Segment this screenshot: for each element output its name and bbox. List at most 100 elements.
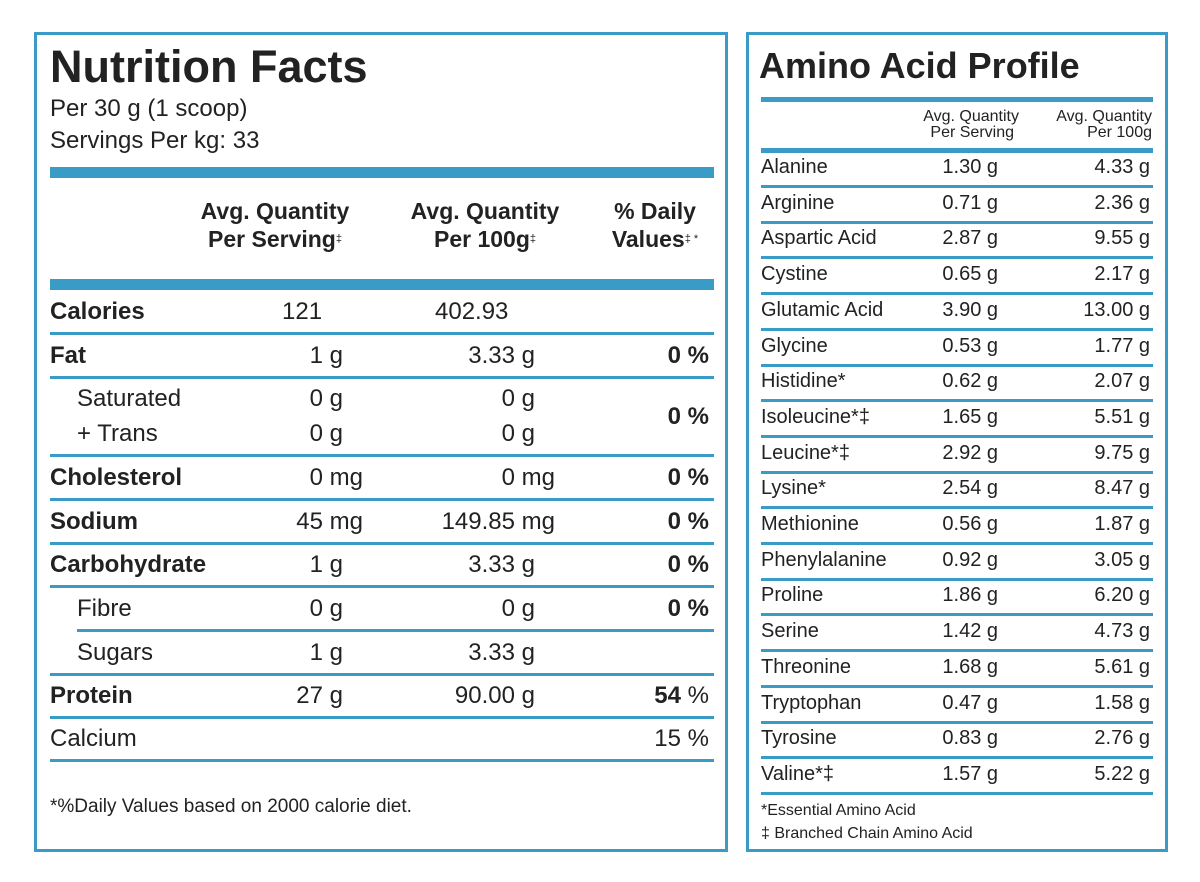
amino-serving: 1.65 g bbox=[942, 405, 998, 428]
nutrient-name: Calcium bbox=[50, 725, 137, 752]
amino-name: Isoleucine*‡ bbox=[761, 405, 870, 428]
nutrient-serving: 27 g bbox=[296, 682, 343, 709]
amino-per100: 6.20 g bbox=[1094, 584, 1150, 607]
nutrient-daily-value: 54 % bbox=[654, 682, 709, 709]
row-divider bbox=[50, 454, 714, 457]
amino-header-per-100g: Avg. Quantity Per 100g bbox=[1056, 108, 1152, 141]
nutrient-name: Protein bbox=[50, 682, 133, 709]
amino-name: Alanine bbox=[761, 156, 828, 178]
nutrient-name: Sugars bbox=[77, 639, 154, 666]
amino-row-divider bbox=[761, 756, 1153, 760]
amino-per100: 13.00 g bbox=[1083, 298, 1150, 321]
nutrient-daily-value: 0 % bbox=[667, 595, 709, 622]
amino-name: Aspartic Acid bbox=[761, 227, 877, 250]
nutrient-name: Carbohydrate bbox=[50, 551, 207, 578]
header-per-100g: Avg. Quantity Per 100g‡ bbox=[410, 198, 560, 252]
nutrient-per100: 0 g bbox=[501, 385, 535, 412]
row-divider bbox=[50, 376, 714, 379]
amino-row-divider bbox=[761, 791, 1153, 795]
amino-row-divider bbox=[761, 506, 1153, 510]
amino-name: Glutamic Acid bbox=[761, 298, 884, 321]
nutrient-serving: 0 g bbox=[309, 385, 343, 412]
nutrient-serving: 0 g bbox=[309, 420, 343, 447]
row-divider bbox=[50, 585, 714, 588]
amino-row-divider bbox=[761, 542, 1153, 545]
amino-serving: 0.71 g bbox=[942, 191, 998, 214]
nutrient-name: Sodium bbox=[50, 508, 138, 535]
essential-footnote: *Essential Amino Acid bbox=[761, 802, 916, 819]
amino-serving: 1.68 g bbox=[942, 655, 998, 678]
amino-serving: 0.83 g bbox=[942, 727, 998, 750]
amino-per100: 8.47 g bbox=[1094, 477, 1150, 500]
amino-row-divider bbox=[761, 684, 1153, 688]
nutrient-name: Saturated bbox=[77, 385, 182, 412]
row-divider bbox=[50, 498, 714, 501]
amino-per100: 3.05 g bbox=[1094, 548, 1150, 571]
amino-row-divider bbox=[761, 185, 1153, 188]
amino-row-divider bbox=[761, 327, 1153, 331]
amino-serving: 3.90 g bbox=[942, 298, 998, 321]
amino-serving: 0.65 g bbox=[942, 263, 998, 286]
amino-serving: 1.30 g bbox=[942, 156, 998, 178]
amino-per100: 2.07 g bbox=[1094, 370, 1150, 393]
header-per-serving: Avg. Quantity Per Serving‡ bbox=[200, 198, 350, 252]
amino-serving: 2.54 g bbox=[942, 477, 998, 500]
amino-serving: 0.53 g bbox=[942, 334, 998, 357]
amino-row-divider bbox=[761, 399, 1153, 403]
amino-name: Tryptophan bbox=[761, 691, 862, 714]
nutrient-name: Fat bbox=[50, 342, 86, 369]
row-divider bbox=[50, 332, 714, 335]
amino-header-per-serving: Avg. Quantity Per Serving bbox=[923, 108, 1019, 141]
amino-serving: 0.56 g bbox=[942, 513, 998, 535]
amino-per100: 9.55 g bbox=[1094, 227, 1150, 250]
amino-per100: 2.76 g bbox=[1094, 727, 1150, 750]
nutrient-per100: 0 g bbox=[501, 420, 535, 447]
amino-per100: 5.22 g bbox=[1094, 762, 1150, 785]
amino-name: Glycine bbox=[761, 334, 828, 357]
amino-row-divider bbox=[761, 363, 1153, 367]
nutrient-per100: 3.33 g bbox=[468, 342, 535, 369]
amino-serving: 1.57 g bbox=[942, 762, 998, 785]
nutrient-per100: 149.85 mg bbox=[441, 508, 555, 535]
nutrient-daily-value: 0 % bbox=[667, 464, 709, 491]
nutrient-serving: 1 g bbox=[309, 551, 343, 578]
amino-per100: 4.33 g bbox=[1094, 156, 1150, 178]
amino-per100: 1.77 g bbox=[1094, 334, 1150, 357]
amino-row-divider bbox=[761, 292, 1153, 296]
nutrient-name: Cholesterol bbox=[50, 464, 183, 491]
amino-row-divider bbox=[761, 577, 1153, 581]
amino-per100: 2.36 g bbox=[1094, 191, 1150, 214]
nutrient-serving: 0 mg bbox=[309, 464, 363, 491]
amino-row-divider bbox=[761, 220, 1153, 224]
servings-per-kg: Servings Per kg: 33 bbox=[50, 127, 260, 154]
header-top-bar bbox=[50, 167, 714, 178]
row-divider bbox=[50, 673, 714, 676]
amino-name: Tyrosine bbox=[761, 727, 837, 750]
nutrient-serving: 1 g bbox=[309, 639, 343, 666]
amino-row-divider bbox=[761, 434, 1153, 438]
nutrient-serving: 1 g bbox=[309, 342, 343, 369]
amino-serving: 1.42 g bbox=[942, 620, 998, 643]
nutrient-per100: 0 mg bbox=[501, 464, 555, 491]
daily-values-footnote: *%Daily Values based on 2000 calorie die… bbox=[50, 796, 412, 817]
header-bottom-bar bbox=[50, 279, 714, 290]
amino-name: Proline bbox=[761, 584, 824, 607]
amino-name: Leucine*‡ bbox=[761, 441, 850, 464]
amino-per100: 1.58 g bbox=[1094, 691, 1150, 714]
nutrient-name: Calories bbox=[50, 298, 145, 325]
nutrition-facts-panel: Nutrition Facts Per 30 g (1 scoop) Servi… bbox=[34, 32, 728, 852]
branched-chain-footnote: ‡ Branched Chain Amino Acid bbox=[761, 825, 973, 842]
amino-name: Threonine bbox=[761, 655, 852, 678]
amino-title: Amino Acid Profile bbox=[759, 45, 1080, 86]
amino-acid-panel: Amino Acid Profile Avg. Quantity Per Ser… bbox=[746, 32, 1168, 852]
amino-name: Arginine bbox=[761, 191, 835, 214]
nutrient-per100: 402.93 bbox=[435, 298, 509, 325]
row-divider bbox=[50, 759, 714, 762]
nutrition-title: Nutrition Facts bbox=[50, 41, 368, 92]
amino-name: Serine bbox=[761, 620, 819, 643]
serving-size: Per 30 g (1 scoop) bbox=[50, 95, 248, 122]
nutrient-daily-value: 15 % bbox=[654, 725, 709, 752]
nutrient-daily-value: 0 % bbox=[667, 508, 709, 535]
amino-per100: 5.61 g bbox=[1094, 655, 1150, 678]
nutrient-serving: 45 mg bbox=[296, 508, 363, 535]
